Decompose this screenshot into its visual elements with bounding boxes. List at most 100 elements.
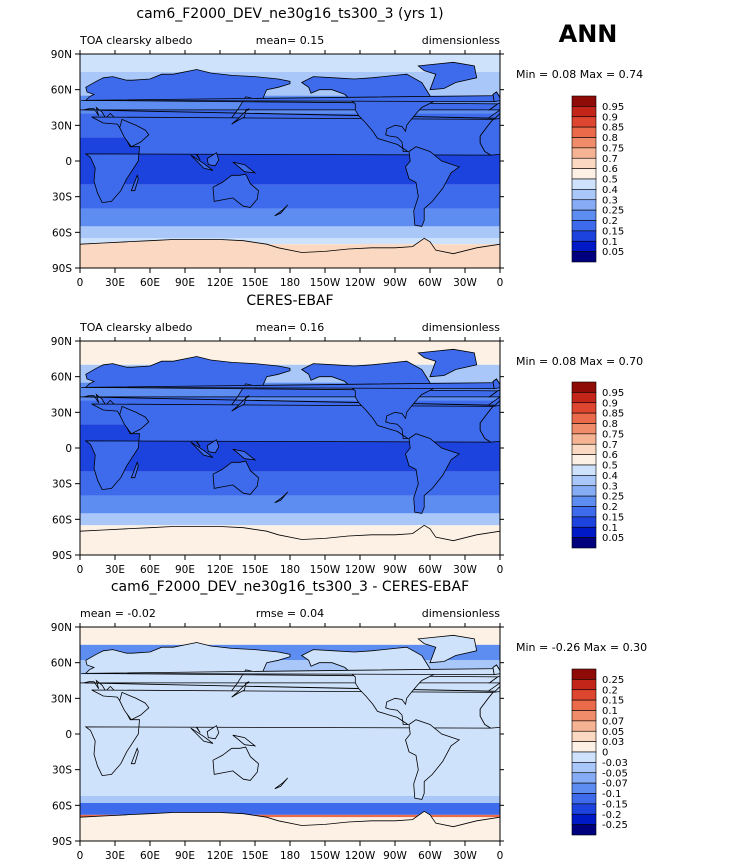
colorbar-cell [571, 454, 597, 466]
colorbar-cell [571, 126, 597, 138]
x-tick-label: 150W [310, 564, 341, 576]
colorbar-label: 0.85 [602, 123, 624, 134]
panel-title: cam6_F2000_DEV_ne30g16_ts300_3 (yrs 1) [136, 6, 443, 22]
antarctica [80, 237, 500, 268]
continent [300, 360, 435, 439]
colorbar-cell [571, 679, 597, 691]
continent [190, 727, 214, 744]
y-tick-label: 60S [52, 514, 72, 526]
continent [405, 719, 461, 800]
colorbar-cell [571, 106, 597, 118]
colorbar: 0.250.20.150.10.070.050.030-0.03-0.05-0.… [571, 668, 628, 836]
x-tick-label: 180 [280, 277, 300, 289]
colorbar-label: 0.1 [602, 706, 618, 717]
colorbar-label: 0.4 [602, 471, 618, 482]
x-tick-label: 60E [140, 277, 160, 289]
colorbar-cell [571, 251, 597, 263]
panel-center-label: mean= 0.15 [256, 34, 324, 47]
colorbar-cell [571, 793, 597, 805]
continent [190, 441, 214, 458]
colorbar-label: 0.3 [602, 481, 618, 492]
y-tick-label: 0 [65, 443, 72, 455]
x-tick-label: 30E [105, 564, 125, 576]
colorbar-label: 0.25 [602, 492, 624, 503]
colorbar-cell [571, 209, 597, 221]
colorbar-label: 0.95 [602, 102, 624, 113]
x-tick-label: 30E [105, 850, 125, 862]
continent [300, 646, 435, 725]
map-field [80, 54, 500, 268]
x-tick-label: 90W [383, 277, 407, 289]
colorbar-cell [571, 412, 597, 424]
colorbar-label: 0.6 [602, 164, 618, 175]
colorbar-label: 0.2 [602, 216, 618, 227]
y-tick-label: 90S [52, 550, 72, 562]
continent [479, 691, 500, 729]
colorbar-label: -0.03 [602, 758, 628, 769]
y-tick-label: 90N [51, 336, 72, 348]
x-tick-label: 60E [140, 850, 160, 862]
x-tick-label: 60E [140, 564, 160, 576]
x-tick-label: 120W [345, 564, 376, 576]
season-label: ANN [559, 20, 618, 48]
colorbar: 0.950.90.850.80.750.70.60.50.40.30.250.2… [571, 381, 624, 549]
colorbar-label: 0.5 [602, 461, 618, 472]
x-tick-label: 120W [345, 850, 376, 862]
x-tick-label: 0 [77, 850, 84, 862]
colorbar-label: 0.2 [602, 502, 618, 513]
panel-title: cam6_F2000_DEV_ne30g16_ts300_3 - CERES-E… [111, 579, 469, 595]
colorbar-label: 0.05 [602, 533, 624, 544]
colorbar-label: 0.85 [602, 409, 624, 420]
y-tick-label: 90N [51, 49, 72, 61]
field-band [80, 471, 500, 496]
colorbar-cell [571, 240, 597, 252]
colorbar-label: 0.1 [602, 523, 618, 534]
colorbar-cell [571, 189, 597, 201]
continent [417, 348, 478, 378]
colorbar-cell [571, 506, 597, 518]
colorbar-cell [571, 803, 597, 815]
colorbar-label: 0.9 [602, 112, 618, 123]
colorbar-cell [571, 495, 597, 507]
colorbar-cell [571, 116, 597, 128]
continent [487, 389, 500, 406]
x-tick-label: 180 [280, 850, 300, 862]
panel-right-label: dimensionless [422, 321, 501, 334]
x-tick-label: 150W [310, 277, 341, 289]
colorbar-cell [571, 475, 597, 487]
colorbar-cell [571, 157, 597, 169]
y-tick-label: 30S [52, 192, 72, 204]
x-tick-label: 60W [418, 850, 442, 862]
colorbar-cell [571, 168, 597, 180]
colorbar-label: -0.25 [602, 820, 628, 831]
colorbar-label: 0.8 [602, 133, 618, 144]
colorbar-cell [571, 720, 597, 732]
colorbar-label: 0.15 [602, 512, 624, 523]
colorbar-label: 0.07 [602, 716, 624, 727]
continent [212, 173, 259, 208]
colorbar-label: 0.15 [602, 226, 624, 237]
continent [417, 634, 478, 664]
minmax-label: Min = -0.26 Max = 0.30 [516, 641, 647, 654]
panel-left-label: TOA clearsky albedo [79, 34, 193, 47]
colorbar-label: -0.15 [602, 799, 628, 810]
field-band [80, 795, 500, 803]
colorbar-cell [571, 537, 597, 549]
antarctica [80, 810, 500, 841]
continent [405, 433, 461, 514]
panel-obs: CERES-EBAF TOA clearsky albedo mean= 0.16 d… [51, 293, 643, 576]
field-band [80, 513, 500, 526]
colorbar-label: 0.15 [602, 696, 624, 707]
colorbar-cell [571, 526, 597, 538]
x-tick-label: 150W [310, 850, 341, 862]
map-field [80, 627, 500, 841]
y-tick-label: 30N [51, 693, 72, 705]
colorbar-cell [571, 485, 597, 497]
x-tick-label: 90W [383, 850, 407, 862]
colorbar-cell [571, 516, 597, 528]
colorbar-cell [571, 710, 597, 722]
colorbar-label: 0.7 [602, 154, 618, 165]
colorbar-cell [571, 689, 597, 701]
continent [417, 61, 478, 91]
x-tick-label: 30W [453, 850, 477, 862]
